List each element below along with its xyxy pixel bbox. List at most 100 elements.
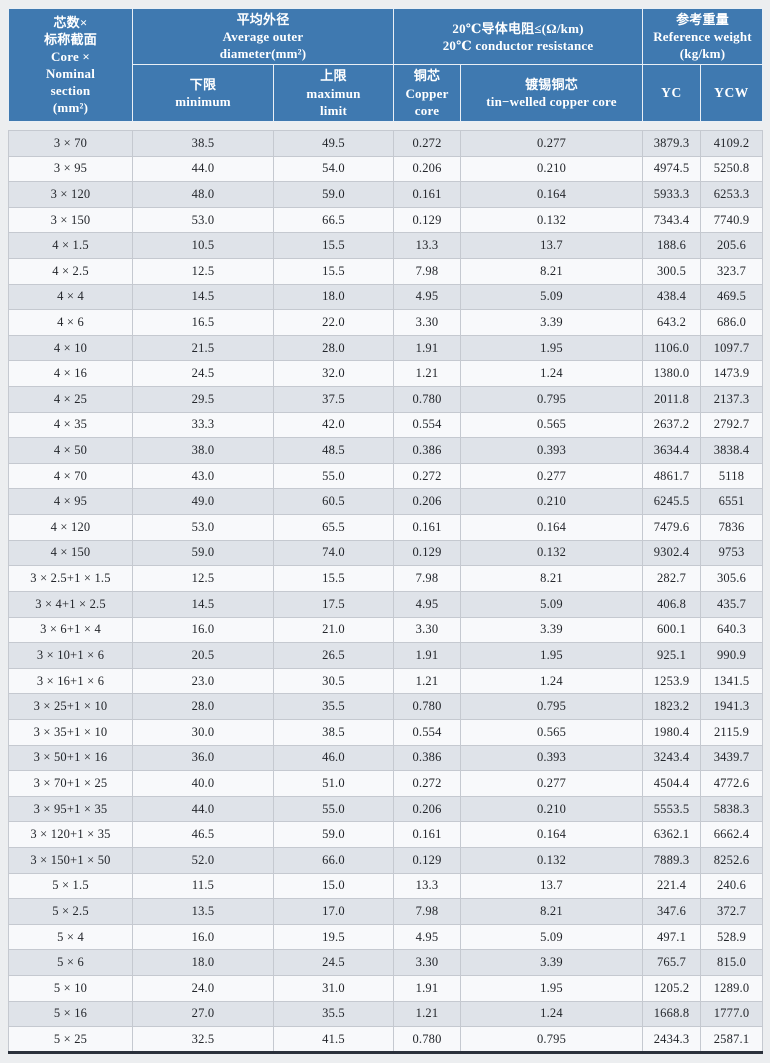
header-maximum-limit: 上限 maximun limit — [273, 64, 394, 122]
cell-max-diameter: 41.5 — [273, 1026, 394, 1054]
table-row: 4 × 2.5 12.5 15.5 7.98 8.21 300.5 323.7 — [8, 257, 764, 285]
cell-resistance-copper: 0.129 — [393, 206, 461, 234]
cell-core-label: 3 × 6+1 × 4 — [8, 616, 133, 644]
cell-weight-yc: 1823.2 — [642, 693, 702, 720]
header-core-nominal-section: 芯数× 标称截面 Core × Nominal section (mm²) — [8, 8, 133, 122]
cell-weight-ycw: 205.6 — [700, 232, 764, 259]
cell-resistance-copper: 0.272 — [393, 129, 461, 157]
cell-resistance-copper: 0.161 — [393, 514, 461, 541]
cell-core-label: 3 × 2.5+1 × 1.5 — [8, 565, 133, 592]
cell-max-diameter: 32.0 — [273, 360, 394, 388]
cell-weight-yc: 5933.3 — [642, 181, 702, 208]
cell-min-diameter: 32.5 — [132, 1026, 274, 1054]
cell-resistance-tinned: 0.210 — [459, 155, 644, 183]
cell-weight-ycw: 6662.4 — [700, 821, 764, 848]
table-row: 4 × 16 24.5 32.0 1.21 1.24 1380.0 1473.9 — [8, 360, 764, 388]
cell-max-diameter: 31.0 — [273, 975, 394, 1002]
cell-core-label: 3 × 10+1 × 6 — [8, 642, 133, 669]
cell-resistance-tinned: 8.21 — [459, 257, 644, 285]
cell-weight-ycw: 1341.5 — [700, 667, 764, 695]
cell-weight-yc: 188.6 — [642, 232, 702, 259]
cell-resistance-copper: 13.3 — [393, 872, 461, 900]
cell-weight-ycw: 435.7 — [700, 590, 764, 618]
cell-core-label: 4 × 95 — [8, 488, 133, 516]
cell-resistance-tinned: 0.565 — [459, 718, 644, 746]
cell-weight-ycw: 6551 — [700, 488, 764, 516]
cell-resistance-tinned: 0.210 — [459, 488, 644, 516]
cell-resistance-copper: 7.98 — [393, 898, 461, 925]
cell-min-diameter: 16.0 — [132, 616, 274, 644]
cell-resistance-copper: 13.3 — [393, 232, 461, 259]
cell-core-label: 3 × 95+1 × 35 — [8, 795, 133, 823]
cell-weight-yc: 2011.8 — [642, 386, 702, 413]
cell-weight-yc: 3634.4 — [642, 437, 702, 464]
cell-weight-ycw: 2792.7 — [700, 411, 764, 439]
cell-resistance-copper: 0.780 — [393, 1026, 461, 1054]
cell-resistance-copper: 7.98 — [393, 565, 461, 592]
cell-max-diameter: 24.5 — [273, 949, 394, 977]
header-body-gap — [8, 121, 763, 131]
cell-weight-ycw: 4109.2 — [700, 129, 764, 157]
cell-weight-yc: 3879.3 — [642, 129, 702, 157]
cell-min-diameter: 53.0 — [132, 206, 274, 234]
cell-resistance-tinned: 0.565 — [459, 411, 644, 439]
cell-resistance-tinned: 1.95 — [459, 334, 644, 362]
cell-core-label: 4 × 16 — [8, 360, 133, 388]
cell-min-diameter: 28.0 — [132, 693, 274, 720]
table-row: 4 × 50 38.0 48.5 0.386 0.393 3634.4 3838.4 — [8, 437, 764, 464]
cell-core-label: 4 × 120 — [8, 514, 133, 541]
cell-min-diameter: 16.5 — [132, 309, 274, 336]
cell-resistance-tinned: 1.24 — [459, 1000, 644, 1028]
table-row: 3 × 120 48.0 59.0 0.161 0.164 5933.3 6253.3 — [8, 181, 764, 208]
cell-max-diameter: 28.0 — [273, 334, 394, 362]
cell-resistance-copper: 3.30 — [393, 616, 461, 644]
table-row: 3 × 70 38.5 49.5 0.272 0.277 3879.3 4109.2 — [8, 129, 764, 157]
cell-core-label: 3 × 70 — [8, 129, 133, 157]
cell-weight-ycw: 2115.9 — [700, 718, 764, 746]
cell-min-diameter: 14.5 — [132, 283, 274, 311]
table-row: 4 × 25 29.5 37.5 0.780 0.795 2011.8 2137.3 — [8, 386, 764, 413]
cell-resistance-tinned: 3.39 — [459, 309, 644, 336]
cell-core-label: 3 × 50+1 × 16 — [8, 744, 133, 772]
cell-resistance-copper: 4.95 — [393, 590, 461, 618]
cell-resistance-tinned: 1.95 — [459, 975, 644, 1002]
table-row: 4 × 35 33.3 42.0 0.554 0.565 2637.2 2792.7 — [8, 411, 764, 439]
cell-min-diameter: 30.0 — [132, 718, 274, 746]
cell-resistance-copper: 1.21 — [393, 667, 461, 695]
cell-core-label: 5 × 2.5 — [8, 898, 133, 925]
cell-weight-yc: 7343.4 — [642, 206, 702, 234]
cell-weight-ycw: 5838.3 — [700, 795, 764, 823]
cell-resistance-copper: 0.386 — [393, 437, 461, 464]
cell-weight-yc: 6245.5 — [642, 488, 702, 516]
cell-resistance-copper: 0.161 — [393, 181, 461, 208]
cell-weight-ycw: 640.3 — [700, 616, 764, 644]
cell-max-diameter: 18.0 — [273, 283, 394, 311]
cell-weight-ycw: 815.0 — [700, 949, 764, 977]
cell-resistance-tinned: 0.393 — [459, 437, 644, 464]
cell-weight-yc: 2637.2 — [642, 411, 702, 439]
table-row: 4 × 120 53.0 65.5 0.161 0.164 7479.6 7836 — [8, 514, 764, 541]
cell-weight-ycw: 1941.3 — [700, 693, 764, 720]
cell-resistance-copper: 0.206 — [393, 795, 461, 823]
cell-resistance-tinned: 1.24 — [459, 360, 644, 388]
header-copper-core: 铜芯 Copper core — [393, 64, 461, 122]
cell-weight-yc: 9302.4 — [642, 539, 702, 567]
cell-min-diameter: 13.5 — [132, 898, 274, 925]
table-row: 3 × 150+1 × 50 52.0 66.0 0.129 0.132 7889.3 82… — [8, 847, 764, 874]
cell-resistance-tinned: 8.21 — [459, 565, 644, 592]
cell-resistance-copper: 0.554 — [393, 718, 461, 746]
cell-core-label: 5 × 1.5 — [8, 872, 133, 900]
table-row: 4 × 10 21.5 28.0 1.91 1.95 1106.0 1097.7 — [8, 334, 764, 362]
table-row: 3 × 95+1 × 35 44.0 55.0 0.206 0.210 5553.5 583… — [8, 795, 764, 823]
cell-resistance-copper: 0.206 — [393, 488, 461, 516]
table-row: 5 × 1.5 11.5 15.0 13.3 13.7 221.4 240.6 — [8, 872, 764, 900]
cell-min-diameter: 24.0 — [132, 975, 274, 1002]
cell-core-label: 3 × 120+1 × 35 — [8, 821, 133, 848]
table-row: 5 × 6 18.0 24.5 3.30 3.39 765.7 815.0 — [8, 949, 764, 977]
table-row: 4 × 70 43.0 55.0 0.272 0.277 4861.7 5118 — [8, 462, 764, 490]
cell-resistance-copper: 0.129 — [393, 539, 461, 567]
cell-weight-yc: 643.2 — [642, 309, 702, 336]
cell-weight-yc: 282.7 — [642, 565, 702, 592]
cell-resistance-copper: 7.98 — [393, 257, 461, 285]
cell-min-diameter: 40.0 — [132, 770, 274, 797]
